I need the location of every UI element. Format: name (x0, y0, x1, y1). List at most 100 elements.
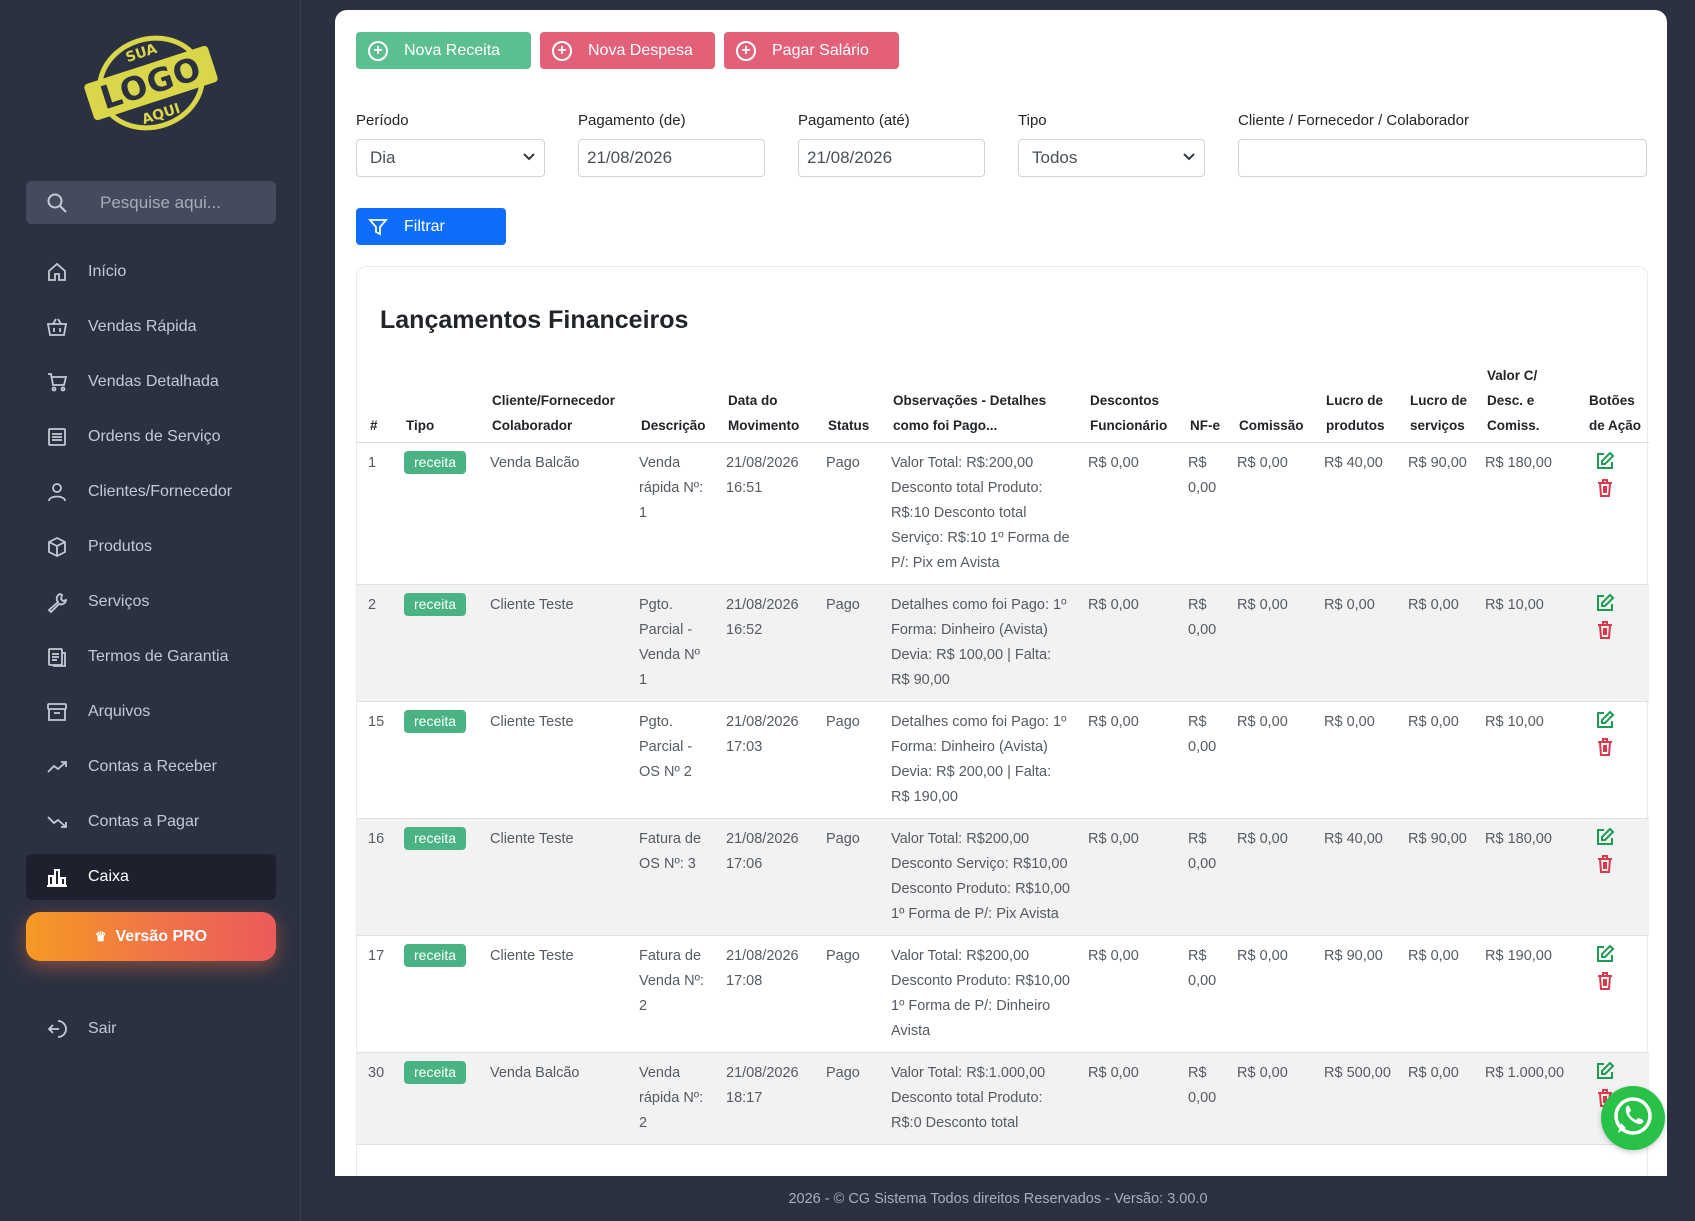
home-icon (46, 261, 68, 283)
bar-chart-icon (46, 866, 68, 888)
edit-icon[interactable] (1595, 1061, 1615, 1083)
pay-salary-button[interactable]: + Pagar Salário (724, 32, 899, 69)
column-header[interactable]: Lucro de serviços (1397, 363, 1474, 443)
pay-to-value: 21/08/2026 (807, 148, 893, 167)
filter-button[interactable]: Filtrar (356, 208, 506, 245)
client-input[interactable] (1238, 139, 1647, 177)
desc-cell: Venda rápida Nº: 2 (628, 1052, 715, 1145)
column-header[interactable]: Valor C/ Desc. e Comiss. (1474, 363, 1576, 443)
actions-cell (1576, 584, 1649, 702)
obs-cell: Valor Total: R$:1.000,00 Desconto total … (880, 1052, 1077, 1145)
type-cell: receita (393, 442, 479, 585)
chevron-down-icon (522, 148, 536, 168)
plus-circle-icon: + (552, 40, 572, 61)
column-header[interactable]: Botões de Ação (1576, 363, 1649, 443)
total-cell: R$ 1.000,00 (1474, 1052, 1576, 1145)
obs-cell: Valor Total: R$200,00 Desconto Produto: … (880, 935, 1077, 1053)
desc-cell: Fatura de Venda Nº: 2 (628, 935, 715, 1053)
period-label: Período (356, 112, 409, 129)
new-income-label: Nova Receita (404, 41, 501, 59)
obs-cell: Detalhes como foi Pago: 1º Forma: Dinhei… (880, 701, 1077, 819)
client-cell: Cliente Teste (479, 935, 628, 1053)
status-cell: Pago (815, 935, 880, 1053)
sidebar-item-label: Caixa (88, 868, 129, 885)
total-cell: R$ 190,00 (1474, 935, 1576, 1053)
whatsapp-button[interactable] (1601, 1086, 1665, 1150)
chevron-down-icon (1182, 148, 1196, 168)
lp-cell: R$ 0,00 (1313, 584, 1397, 702)
column-header[interactable]: # (357, 363, 393, 443)
sidebar-item-vendas-rapida[interactable]: Vendas Rápida (26, 304, 276, 350)
disc-cell: R$ 0,00 (1077, 818, 1177, 936)
trash-icon[interactable] (1595, 854, 1615, 876)
trash-icon[interactable] (1595, 971, 1615, 993)
column-header[interactable]: NF-e (1177, 363, 1226, 443)
column-header[interactable]: Data do Movimento (715, 363, 815, 443)
sidebar-item-inicio[interactable]: Início (26, 249, 276, 295)
sidebar-nav: Início Vendas Rápida Vendas Detalhada Or… (26, 249, 276, 909)
sidebar-item-vendas-detalhada[interactable]: Vendas Detalhada (26, 359, 276, 405)
company-logo[interactable]: LOGO SUA AQUI (78, 28, 224, 138)
column-header[interactable]: Cliente/Fornecedor Colaborador (479, 363, 628, 443)
edit-icon[interactable] (1595, 593, 1615, 615)
logout-button[interactable]: Sair (26, 1006, 276, 1052)
edit-icon[interactable] (1595, 827, 1615, 849)
lp-cell: R$ 40,00 (1313, 818, 1397, 936)
column-header[interactable]: Comissão (1226, 363, 1313, 443)
column-header[interactable]: Descrição (628, 363, 715, 443)
new-expense-button[interactable]: + Nova Despesa (540, 32, 715, 69)
trash-icon[interactable] (1595, 620, 1615, 642)
lp-cell: R$ 500,00 (1313, 1052, 1397, 1145)
column-header[interactable]: Observações - Detalhes como foi Pago... (880, 363, 1077, 443)
sidebar-item-label: Vendas Rápida (88, 318, 197, 335)
search-input[interactable]: Pesquise aqui... (100, 192, 221, 212)
sidebar-item-servicos[interactable]: Serviços (26, 579, 276, 625)
obs-cell: Detalhes como foi Pago: 1º Forma: Dinhei… (880, 584, 1077, 702)
sidebar: LOGO SUA AQUI Pesquise aqui... Início Ve… (0, 0, 301, 1221)
column-header[interactable]: Lucro de produtos (1313, 363, 1397, 443)
actions-cell (1576, 701, 1649, 819)
edit-icon[interactable] (1595, 451, 1615, 473)
sidebar-item-termos-garantia[interactable]: Termos de Garantia (26, 634, 276, 680)
type-cell: receita (393, 701, 479, 819)
pay-from-date-input[interactable]: 21/08/2026 (578, 139, 765, 177)
type-cell: receita (393, 935, 479, 1053)
document-icon (46, 646, 68, 668)
column-header[interactable]: Descontos Funcionário (1077, 363, 1177, 443)
edit-icon[interactable] (1595, 710, 1615, 732)
column-header[interactable]: Tipo (393, 363, 479, 443)
total-cell: R$ 10,00 (1474, 701, 1576, 819)
sidebar-item-label: Termos de Garantia (88, 648, 229, 665)
table-row: 15 receita Cliente Teste Pgto. Parcial - OS… (357, 701, 1649, 819)
sidebar-item-produtos[interactable]: Produtos (26, 524, 276, 570)
sidebar-item-caixa[interactable]: Caixa (26, 854, 276, 900)
client-cell: Cliente Teste (479, 584, 628, 702)
sidebar-item-clientes[interactable]: Clientes/Fornecedor (26, 469, 276, 515)
nfe-cell: R$ 0,00 (1177, 935, 1226, 1053)
transactions-table: # Tipo Cliente/Fornecedor Colaborador De… (357, 363, 1649, 1145)
sidebar-item-label: Contas a Receber (88, 758, 217, 775)
sidebar-item-contas-pagar[interactable]: Contas a Pagar (26, 799, 276, 845)
trash-icon[interactable] (1595, 737, 1615, 759)
sidebar-item-contas-receber[interactable]: Contas a Receber (26, 744, 276, 790)
edit-icon[interactable] (1595, 944, 1615, 966)
pro-version-button[interactable]: ♛ Versão PRO (26, 912, 276, 961)
type-cell: receita (393, 818, 479, 936)
id-cell: 1 (357, 442, 393, 585)
period-select[interactable]: Dia (356, 139, 545, 177)
action-toolbar: + Nova Receita + Nova Despesa + Pagar Sa… (356, 32, 899, 69)
sidebar-item-arquivos[interactable]: Arquivos (26, 689, 276, 735)
search-box[interactable]: Pesquise aqui... (26, 181, 276, 224)
sidebar-item-label: Início (88, 263, 127, 280)
footer: 2026 - © CG Sistema Todos direitos Reser… (301, 1176, 1695, 1221)
actions-cell (1576, 935, 1649, 1053)
new-income-button[interactable]: + Nova Receita (356, 32, 531, 69)
comm-cell: R$ 0,00 (1226, 818, 1313, 936)
status-badge: receita (404, 593, 467, 616)
trash-icon[interactable] (1595, 478, 1615, 500)
pay-to-date-input[interactable]: 21/08/2026 (798, 139, 985, 177)
total-cell: R$ 180,00 (1474, 818, 1576, 936)
column-header[interactable]: Status (815, 363, 880, 443)
type-select[interactable]: Todos (1018, 139, 1205, 177)
sidebar-item-ordens-servico[interactable]: Ordens de Serviço (26, 414, 276, 460)
